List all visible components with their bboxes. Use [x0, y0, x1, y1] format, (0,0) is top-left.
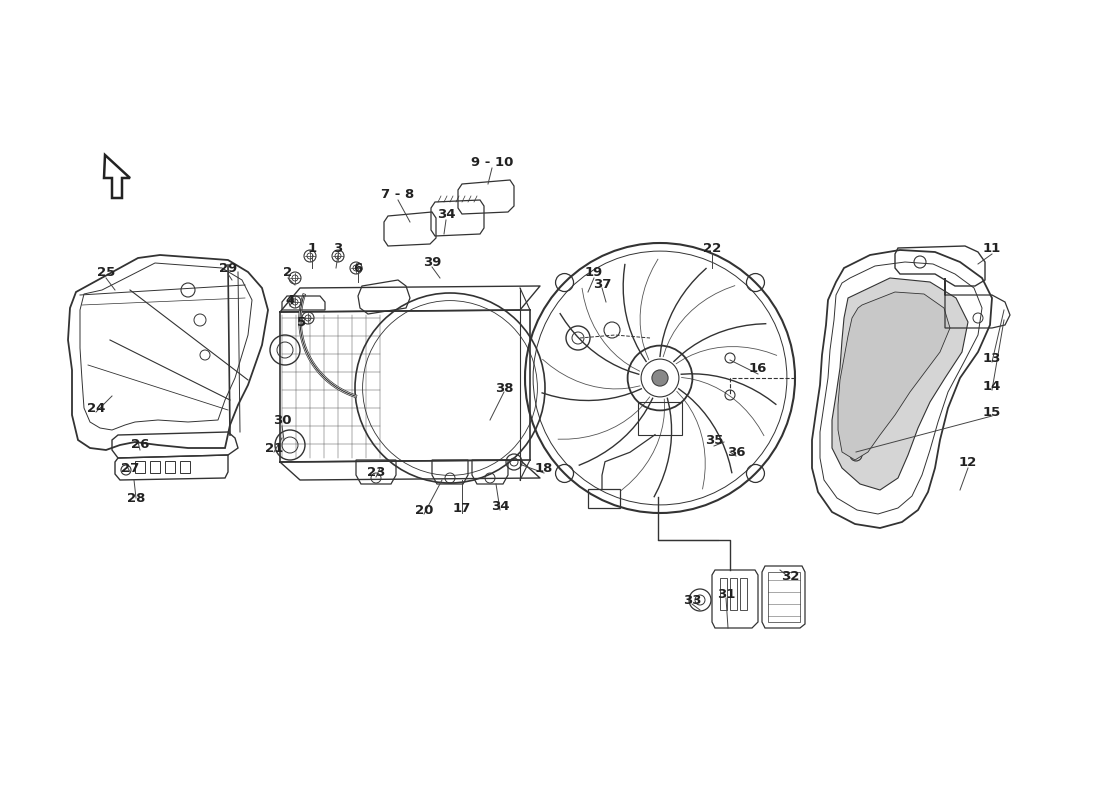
Text: 30: 30 [273, 414, 292, 426]
Text: 23: 23 [366, 466, 385, 478]
Text: 6: 6 [353, 262, 363, 274]
Text: 31: 31 [717, 587, 735, 601]
Text: 7 - 8: 7 - 8 [382, 187, 415, 201]
Text: 19: 19 [585, 266, 603, 278]
Bar [150, 461, 160, 473]
Text: 16: 16 [749, 362, 767, 374]
Text: 34: 34 [491, 499, 509, 513]
Bar [740, 578, 747, 610]
Text: 2: 2 [284, 266, 293, 278]
Text: 37: 37 [593, 278, 612, 290]
Text: 32: 32 [781, 570, 800, 582]
Bar [720, 578, 727, 610]
Text: 4: 4 [285, 294, 295, 306]
Text: 21: 21 [265, 442, 283, 454]
Text: 20: 20 [415, 503, 433, 517]
Text: 17: 17 [453, 502, 471, 514]
Text: 14: 14 [982, 379, 1001, 393]
Text: 12: 12 [959, 455, 977, 469]
Text: 29: 29 [219, 262, 238, 274]
Text: 11: 11 [983, 242, 1001, 254]
Text: 25: 25 [97, 266, 116, 278]
Text: 33: 33 [683, 594, 702, 606]
Text: 26: 26 [131, 438, 150, 450]
Bar [135, 461, 145, 473]
Text: 22: 22 [703, 242, 722, 254]
Bar [730, 578, 737, 610]
Text: 18: 18 [535, 462, 553, 474]
Text: 34: 34 [437, 207, 455, 221]
Text: 1: 1 [307, 242, 317, 254]
Circle shape [652, 370, 668, 386]
Polygon shape [832, 278, 968, 490]
Text: 35: 35 [705, 434, 723, 446]
Text: 5: 5 [297, 315, 307, 329]
Text: 15: 15 [983, 406, 1001, 418]
Text: 38: 38 [495, 382, 514, 394]
Text: 39: 39 [422, 255, 441, 269]
Text: 27: 27 [121, 462, 139, 474]
Text: 24: 24 [87, 402, 106, 414]
Text: 13: 13 [982, 351, 1001, 365]
Text: 9 - 10: 9 - 10 [471, 155, 514, 169]
Text: 3: 3 [333, 242, 342, 254]
Bar [165, 461, 175, 473]
Polygon shape [838, 292, 950, 460]
Bar [180, 461, 190, 473]
Text: 28: 28 [126, 491, 145, 505]
Text: 36: 36 [727, 446, 746, 458]
